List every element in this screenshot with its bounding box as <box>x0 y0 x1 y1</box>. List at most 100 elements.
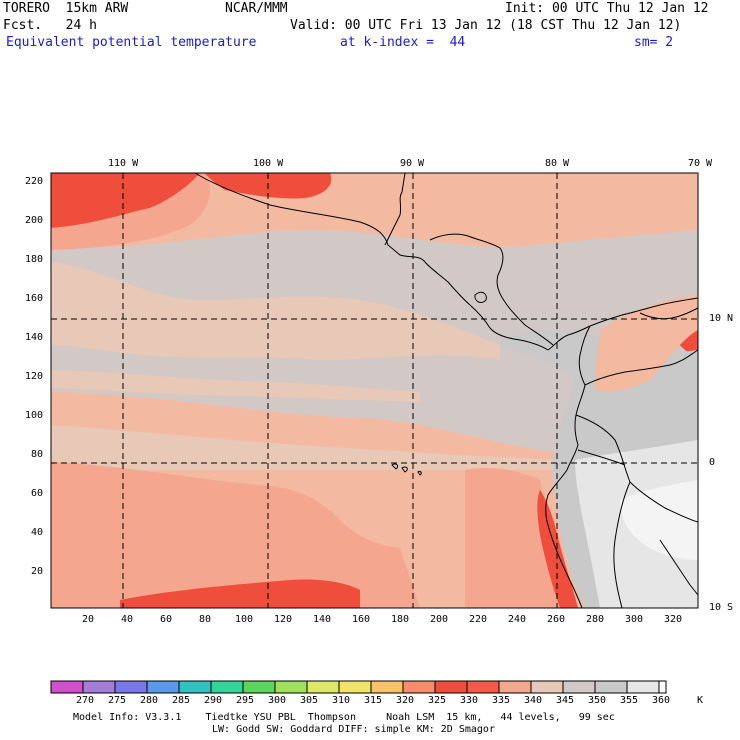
x-tick: 180 <box>391 614 410 625</box>
y-tick: 220 <box>25 176 44 187</box>
valid-time: Valid: 00 UTC Fri 13 Jan 12 (18 CST Thu … <box>290 18 682 33</box>
x-tick: 20 <box>82 614 95 625</box>
lat-label-10n: 10 N <box>709 313 734 324</box>
colorbar-label: 280 <box>139 695 159 706</box>
coast-panama <box>547 297 699 351</box>
colorbar-label: 270 <box>75 695 95 706</box>
y-tick: 120 <box>25 371 44 382</box>
model-info: Model Info: V3.3.1 Tiedtke YSU PBL Thomp… <box>73 712 615 723</box>
x-tick: 100 <box>235 614 254 625</box>
graticule <box>51 173 698 608</box>
field-halo-nw <box>51 173 210 250</box>
y-tick: 160 <box>25 293 44 304</box>
x-tick: 40 <box>121 614 134 625</box>
colorbar-swatch <box>338 680 372 694</box>
lake-nicaragua <box>474 291 487 303</box>
colorbar-swatch <box>114 680 148 694</box>
field-band-345b <box>51 370 420 402</box>
galapagos-3 <box>417 470 422 476</box>
field-band-345 <box>51 262 500 360</box>
lon-label-70w: 70 W <box>688 158 713 169</box>
field-region-335 <box>51 462 420 608</box>
colorbar-label: 300 <box>267 695 287 706</box>
colorbar-swatch <box>658 680 667 694</box>
x-tick: 320 <box>664 614 683 625</box>
y-tick: 180 <box>25 254 44 265</box>
forecast-hour: Fcst. 24 h <box>3 18 97 33</box>
colorbar-label: 345 <box>555 695 575 706</box>
colorbar-swatch <box>466 680 500 694</box>
x-tick: 220 <box>469 614 488 625</box>
colorbar-label: 320 <box>395 695 415 706</box>
border-sa-4 <box>613 481 631 609</box>
colorbar-swatch <box>210 680 244 694</box>
colorbar-label: 360 <box>651 695 671 706</box>
colorbar-swatch <box>306 680 340 694</box>
colorbar-swatch <box>370 680 404 694</box>
x-tick: 140 <box>313 614 332 625</box>
colorbar <box>50 680 667 694</box>
colorbar-swatch <box>146 680 180 694</box>
border-sa-1 <box>584 349 699 386</box>
lat-label-10s: 10 S <box>709 602 734 613</box>
lon-label-80w: 80 W <box>545 158 570 169</box>
field-band-345c <box>51 425 560 470</box>
lat-label-0: 0 <box>709 457 716 468</box>
model-label: TORERO 15km ARW <box>3 1 129 16</box>
coast-mexico <box>194 172 549 351</box>
coast-colombia-pacific <box>545 325 591 609</box>
colorbar-label: 315 <box>363 695 383 706</box>
physics-info: LW: Godd SW: Goddard DIFF: simple KM: 2D… <box>212 724 495 735</box>
coast-caribbean-sa <box>639 307 699 320</box>
y-tick: 60 <box>31 488 44 499</box>
galapagos-1 <box>391 463 399 470</box>
colorbar-label: 350 <box>587 695 607 706</box>
colorbar-swatch <box>50 680 84 694</box>
colorbar-swatch <box>498 680 532 694</box>
colorbar-label: 295 <box>235 695 255 706</box>
init-time: Init: 00 UTC Thu 12 Jan 12 <box>505 1 709 16</box>
coast-central-am <box>429 233 554 346</box>
colorbar-label: 285 <box>171 695 191 706</box>
colorbar-unit: K <box>697 695 704 706</box>
y-tick: 80 <box>31 449 44 460</box>
colorbar-label: 335 <box>491 695 511 706</box>
field-region-335b <box>465 468 575 608</box>
colorbar-label: 290 <box>203 695 223 706</box>
x-tick: 260 <box>547 614 566 625</box>
colorbar-label: 325 <box>427 695 447 706</box>
colorbar-label: 305 <box>299 695 319 706</box>
org-label: NCAR/MMM <box>225 1 288 16</box>
border-sa-3 <box>577 449 626 466</box>
colorbar-swatch <box>242 680 276 694</box>
x-tick: 300 <box>625 614 644 625</box>
field-red-south <box>120 579 360 608</box>
map-field <box>51 173 698 608</box>
x-tick: 160 <box>352 614 371 625</box>
map-frame <box>50 172 699 609</box>
level-label: at k-index = 44 <box>340 35 466 50</box>
lon-label-110w: 110 W <box>108 158 139 169</box>
colorbar-label: 310 <box>331 695 351 706</box>
x-tick: 280 <box>586 614 605 625</box>
field-red-nw <box>51 173 200 228</box>
colorbar-swatch <box>402 680 436 694</box>
colorbar-label: 355 <box>619 695 639 706</box>
colorbar-label: 330 <box>459 695 479 706</box>
coast-yucatan <box>384 172 406 246</box>
y-tick: 20 <box>31 566 44 577</box>
colorbar-swatch <box>434 680 468 694</box>
field-land-white <box>620 480 698 560</box>
x-tick: 120 <box>274 614 293 625</box>
x-tick: 240 <box>508 614 527 625</box>
colorbar-swatch <box>178 680 212 694</box>
galapagos-2 <box>401 466 408 473</box>
colorbar-swatch <box>530 680 564 694</box>
colorbar-swatch <box>626 680 660 694</box>
x-tick: 200 <box>430 614 449 625</box>
smoothing-label: sm= 2 <box>634 35 674 50</box>
field-name: Equivalent potential temperature <box>6 35 257 50</box>
colorbar-swatch <box>562 680 596 694</box>
y-tick: 40 <box>31 527 44 538</box>
